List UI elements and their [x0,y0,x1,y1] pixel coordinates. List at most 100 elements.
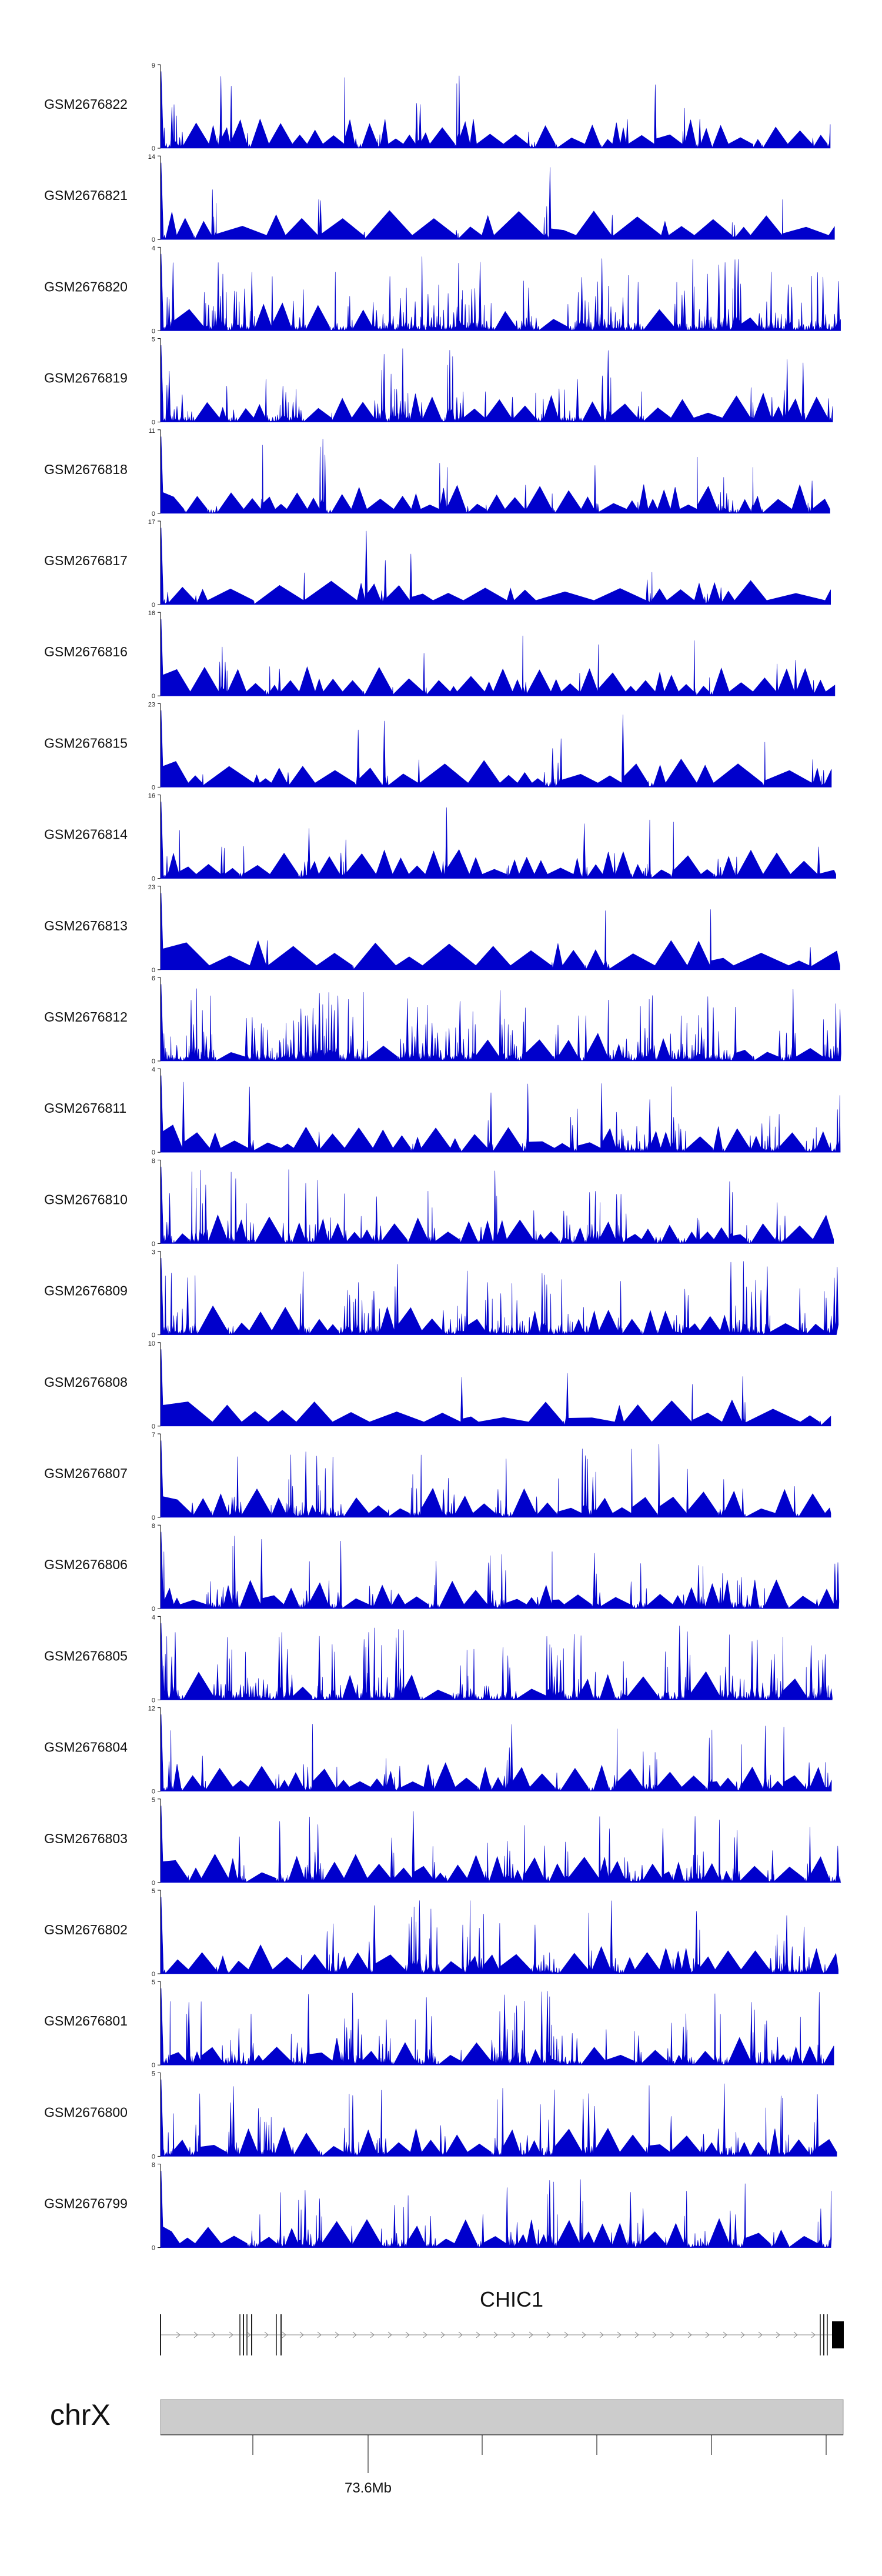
signal-area [160,893,840,970]
signal-area [160,1257,839,1335]
strand-arrow [282,2331,286,2338]
track-name-label: GSM2676810 [44,1192,128,1207]
signal-area [160,345,833,422]
y-max-label: 8 [152,1523,155,1530]
track-GSM2676814: GSM2676814 16 0 [44,793,836,883]
y-min-label: 0 [152,1332,155,1339]
track-name-label: GSM2676812 [44,1009,128,1025]
track-GSM2676815: GSM2676815 23 0 [44,701,832,791]
signal-area [160,1714,832,1791]
strand-arrow [564,2331,569,2338]
track-GSM2676818: GSM2676818 11 0 [44,428,830,518]
track-name-label: GSM2676800 [44,2104,128,2120]
track-name-label: GSM2676802 [44,1922,128,1937]
y-max-label: 8 [152,2162,155,2169]
track-name-label: GSM2676821 [44,188,128,203]
signal-area [160,162,835,240]
strand-arrow [652,2331,657,2338]
y-max-label: 9 [152,62,155,69]
strand-arrow [476,2331,480,2338]
strand-arrow [705,2331,710,2338]
track-name-label: GSM2676804 [44,1740,128,1755]
strand-arrow [670,2331,674,2338]
strand-arrow [723,2331,727,2338]
y-max-label: 3 [152,1249,155,1256]
signal-area [160,436,830,514]
strand-arrow [370,2331,375,2338]
y-min-label: 0 [152,693,155,700]
track-GSM2676804: GSM2676804 12 0 [44,1706,832,1796]
y-max-label: 5 [152,2070,155,2077]
y-min-label: 0 [152,1606,155,1613]
strand-arrow [193,2331,198,2338]
track-GSM2676809: GSM2676809 3 0 [44,1249,839,1339]
track-GSM2676817: GSM2676817 17 0 [44,519,831,609]
y-max-label: 5 [152,1979,155,1986]
chromosome-label: chrX [50,2398,111,2431]
y-min-label: 0 [152,1423,155,1430]
y-max-label: 10 [148,1340,155,1347]
y-min-label: 0 [152,1149,155,1156]
y-min-label: 0 [152,876,155,883]
y-max-label: 16 [148,610,155,617]
track-GSM2676799: GSM2676799 8 0 [44,2162,832,2252]
track-GSM2676810: GSM2676810 8 0 [44,1157,834,1247]
signal-area [160,1623,833,1700]
signal-area [160,528,831,605]
gene-label: CHIC1 [480,2287,543,2311]
signal-area [160,1531,840,1609]
track-GSM2676812: GSM2676812 6 0 [44,975,841,1065]
strand-arrow [599,2331,604,2338]
strand-arrow [405,2331,410,2338]
strand-arrow [793,2331,798,2338]
track-name-label: GSM2676803 [44,1831,128,1846]
strand-arrow [176,2331,181,2338]
signal-area [160,71,831,149]
y-min-label: 0 [152,2153,155,2160]
strand-arrow [440,2331,445,2338]
strand-arrow [211,2331,216,2338]
track-name-label: GSM2676805 [44,1648,128,1663]
genomic-position-label: 73.6Mb [345,2480,392,2496]
strand-arrow [264,2331,269,2338]
track-GSM2676821: GSM2676821 14 0 [44,154,835,243]
strand-arrow [687,2331,692,2338]
chromosome-band [160,2399,844,2435]
strand-arrow [776,2331,780,2338]
track-name-label: GSM2676801 [44,2013,128,2028]
y-min-label: 0 [152,1697,155,1704]
y-max-label: 4 [152,1066,155,1073]
signal-area [160,1897,838,1974]
signal-area [160,2170,832,2248]
strand-arrow [740,2331,745,2338]
track-name-label: GSM2676815 [44,735,128,750]
signal-area [160,984,841,1062]
track-name-label: GSM2676806 [44,1557,128,1572]
track-name-label: GSM2676799 [44,2196,128,2211]
strand-arrow [229,2331,233,2338]
y-max-label: 4 [152,1614,155,1621]
track-GSM2676807: GSM2676807 7 0 [44,1432,831,1521]
y-max-label: 5 [152,336,155,343]
track-name-label: GSM2676820 [44,279,128,294]
strand-arrow [529,2331,533,2338]
strand-arrow [423,2331,427,2338]
track-name-label: GSM2676814 [44,827,128,842]
signal-area [160,1349,831,1427]
track-GSM2676808: GSM2676808 10 0 [44,1340,831,1430]
signal-tracks: GSM267682290GSM2676821140GSM267682040GSM… [44,62,841,2252]
track-name-label: GSM2676813 [44,918,128,933]
signal-area [160,2079,837,2157]
track-GSM2676816: GSM2676816 16 0 [44,610,836,700]
track-GSM2676801: GSM2676801 5 0 [44,1979,834,2069]
strand-arrow [493,2331,498,2338]
track-name-label: GSM2676818 [44,462,128,477]
chromosome-ideogram: chrX 73.6Mb [50,2398,844,2496]
track-GSM2676822: GSM2676822 9 0 [44,62,831,152]
y-min-label: 0 [152,1058,155,1065]
track-name-label: GSM2676819 [44,371,128,386]
y-max-label: 17 [148,519,155,526]
track-GSM2676811: GSM2676811 4 0 [44,1066,841,1156]
track-name-label: GSM2676811 [44,1100,126,1116]
